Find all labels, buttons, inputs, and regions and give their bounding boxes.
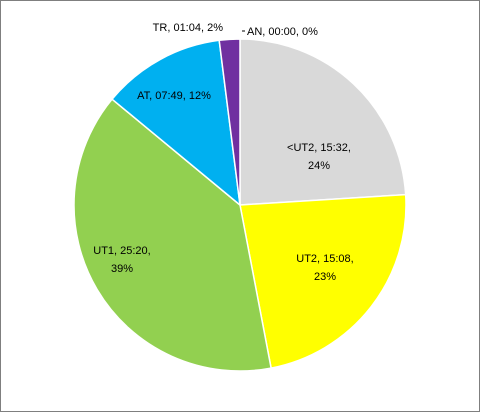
data-label-line: UT1, 25:20,	[93, 245, 150, 257]
data-label-lt-ut2: <UT2, 15:32, 24%	[287, 142, 351, 172]
data-label-ut2: UT2, 15:08, 23%	[296, 253, 353, 283]
data-label-tr: TR, 01:04, 2%	[153, 22, 224, 34]
pie-slice-at	[111, 39, 241, 206]
data-label-line: 39%	[111, 263, 133, 275]
pie-slice-lt-ut2	[239, 38, 407, 206]
data-label-line: <UT2, 15:32,	[287, 142, 351, 154]
data-label-line: AN, 00:00, 0%	[247, 26, 318, 38]
pie-slice-tr	[218, 38, 241, 206]
data-label-line: TR, 01:04, 2%	[153, 22, 224, 34]
data-label-line: 24%	[308, 160, 330, 172]
data-label-line: UT2, 15:08,	[296, 253, 353, 265]
data-label-line: AT, 07:49, 12%	[137, 90, 211, 102]
data-label-line: 23%	[314, 271, 336, 283]
data-label-ut1: UT1, 25:20, 39%	[93, 245, 150, 275]
data-label-at: AT, 07:49, 12%	[137, 90, 211, 102]
pie-slice-ut2	[239, 193, 407, 369]
data-label-an: AN, 00:00, 0%	[247, 26, 318, 38]
pie-slice-ut1	[73, 98, 272, 372]
pie-slices	[73, 38, 407, 372]
